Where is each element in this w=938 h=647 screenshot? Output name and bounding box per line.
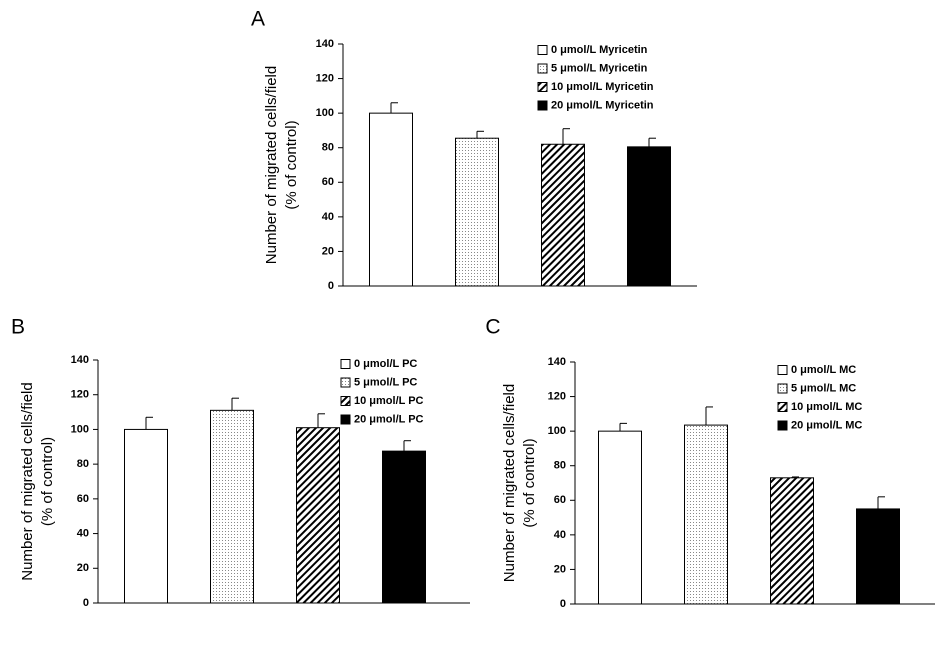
y-tick-label: 60 xyxy=(322,176,334,188)
y-tick-label: 0 xyxy=(328,280,334,292)
bar xyxy=(369,112,413,287)
legend-label: 0 μmol/L Myricetin xyxy=(551,44,648,56)
y-tick-label: 120 xyxy=(316,72,334,84)
y-tick-label: 20 xyxy=(554,563,566,575)
bar xyxy=(455,137,499,287)
legend-label: 5 μmol/L Myricetin xyxy=(551,62,648,74)
bar xyxy=(382,450,426,604)
legend-swatch xyxy=(777,402,788,412)
y-tick-label: 60 xyxy=(554,494,566,506)
y-tick-label: 80 xyxy=(77,458,89,470)
bar xyxy=(684,424,728,605)
y-axis-label: (% of control) xyxy=(39,437,56,526)
bar xyxy=(296,427,340,604)
legend-swatch xyxy=(340,377,351,388)
legend-label: 5 μmol/L MC xyxy=(791,382,856,394)
y-tick-label: 0 xyxy=(560,598,566,610)
legend-swatch xyxy=(537,100,548,111)
y-tick-label: 40 xyxy=(322,211,334,223)
legend-label: 5 μmol/L PC xyxy=(354,376,417,388)
panel-label: C xyxy=(485,316,500,339)
legend-swatch xyxy=(777,365,788,375)
bar xyxy=(124,428,168,604)
y-tick-label: 40 xyxy=(77,527,89,539)
y-axis-label: Number of migrated cells/field xyxy=(263,66,280,264)
y-tick-label: 100 xyxy=(548,425,566,437)
bar xyxy=(856,508,900,605)
y-tick-label: 40 xyxy=(554,529,566,541)
bar xyxy=(770,477,814,605)
legend-label: 20 μmol/L Myricetin xyxy=(551,99,654,111)
y-tick-label: 120 xyxy=(71,389,89,401)
y-axis-label: (% of control) xyxy=(521,438,538,527)
legend-label: 0 μmol/L MC xyxy=(791,364,856,376)
bar xyxy=(210,409,254,604)
y-tick-label: 20 xyxy=(77,562,89,574)
panel-label: B xyxy=(11,316,25,339)
legend-swatch xyxy=(340,414,351,425)
y-tick-label: 60 xyxy=(77,493,89,505)
y-tick-label: 140 xyxy=(548,356,566,368)
y-tick-label: 100 xyxy=(316,107,334,119)
y-axis-label: Number of migrated cells/field xyxy=(19,382,36,580)
y-tick-label: 120 xyxy=(548,390,566,402)
legend-swatch xyxy=(340,396,351,406)
y-tick-label: 100 xyxy=(71,423,89,435)
legend-swatch xyxy=(777,383,788,394)
legend-label: 10 μmol/L PC xyxy=(354,395,424,407)
y-tick-label: 140 xyxy=(71,354,89,366)
y-tick-label: 20 xyxy=(322,245,334,257)
legend-label: 10 μmol/L MC xyxy=(791,401,862,413)
y-tick-label: 0 xyxy=(83,597,89,609)
legend-label: 20 μmol/L PC xyxy=(354,413,424,425)
bar xyxy=(598,430,642,605)
y-tick-label: 80 xyxy=(322,142,334,154)
y-axis-label: (% of control) xyxy=(283,120,300,209)
legend-swatch xyxy=(537,63,548,74)
legend-label: 0 μmol/L PC xyxy=(354,358,417,370)
bar xyxy=(541,143,585,287)
legend-label: 20 μmol/L MC xyxy=(791,419,862,431)
legend-swatch xyxy=(777,420,788,431)
panel-label: A xyxy=(251,8,265,31)
bar xyxy=(627,146,671,287)
y-tick-label: 140 xyxy=(316,38,334,50)
y-axis-label: Number of migrated cells/field xyxy=(501,384,518,582)
legend-swatch xyxy=(340,359,351,369)
legend-label: 10 μmol/L Myricetin xyxy=(551,81,654,93)
y-tick-label: 80 xyxy=(554,460,566,472)
legend-swatch xyxy=(537,82,548,92)
legend-swatch xyxy=(537,45,548,55)
